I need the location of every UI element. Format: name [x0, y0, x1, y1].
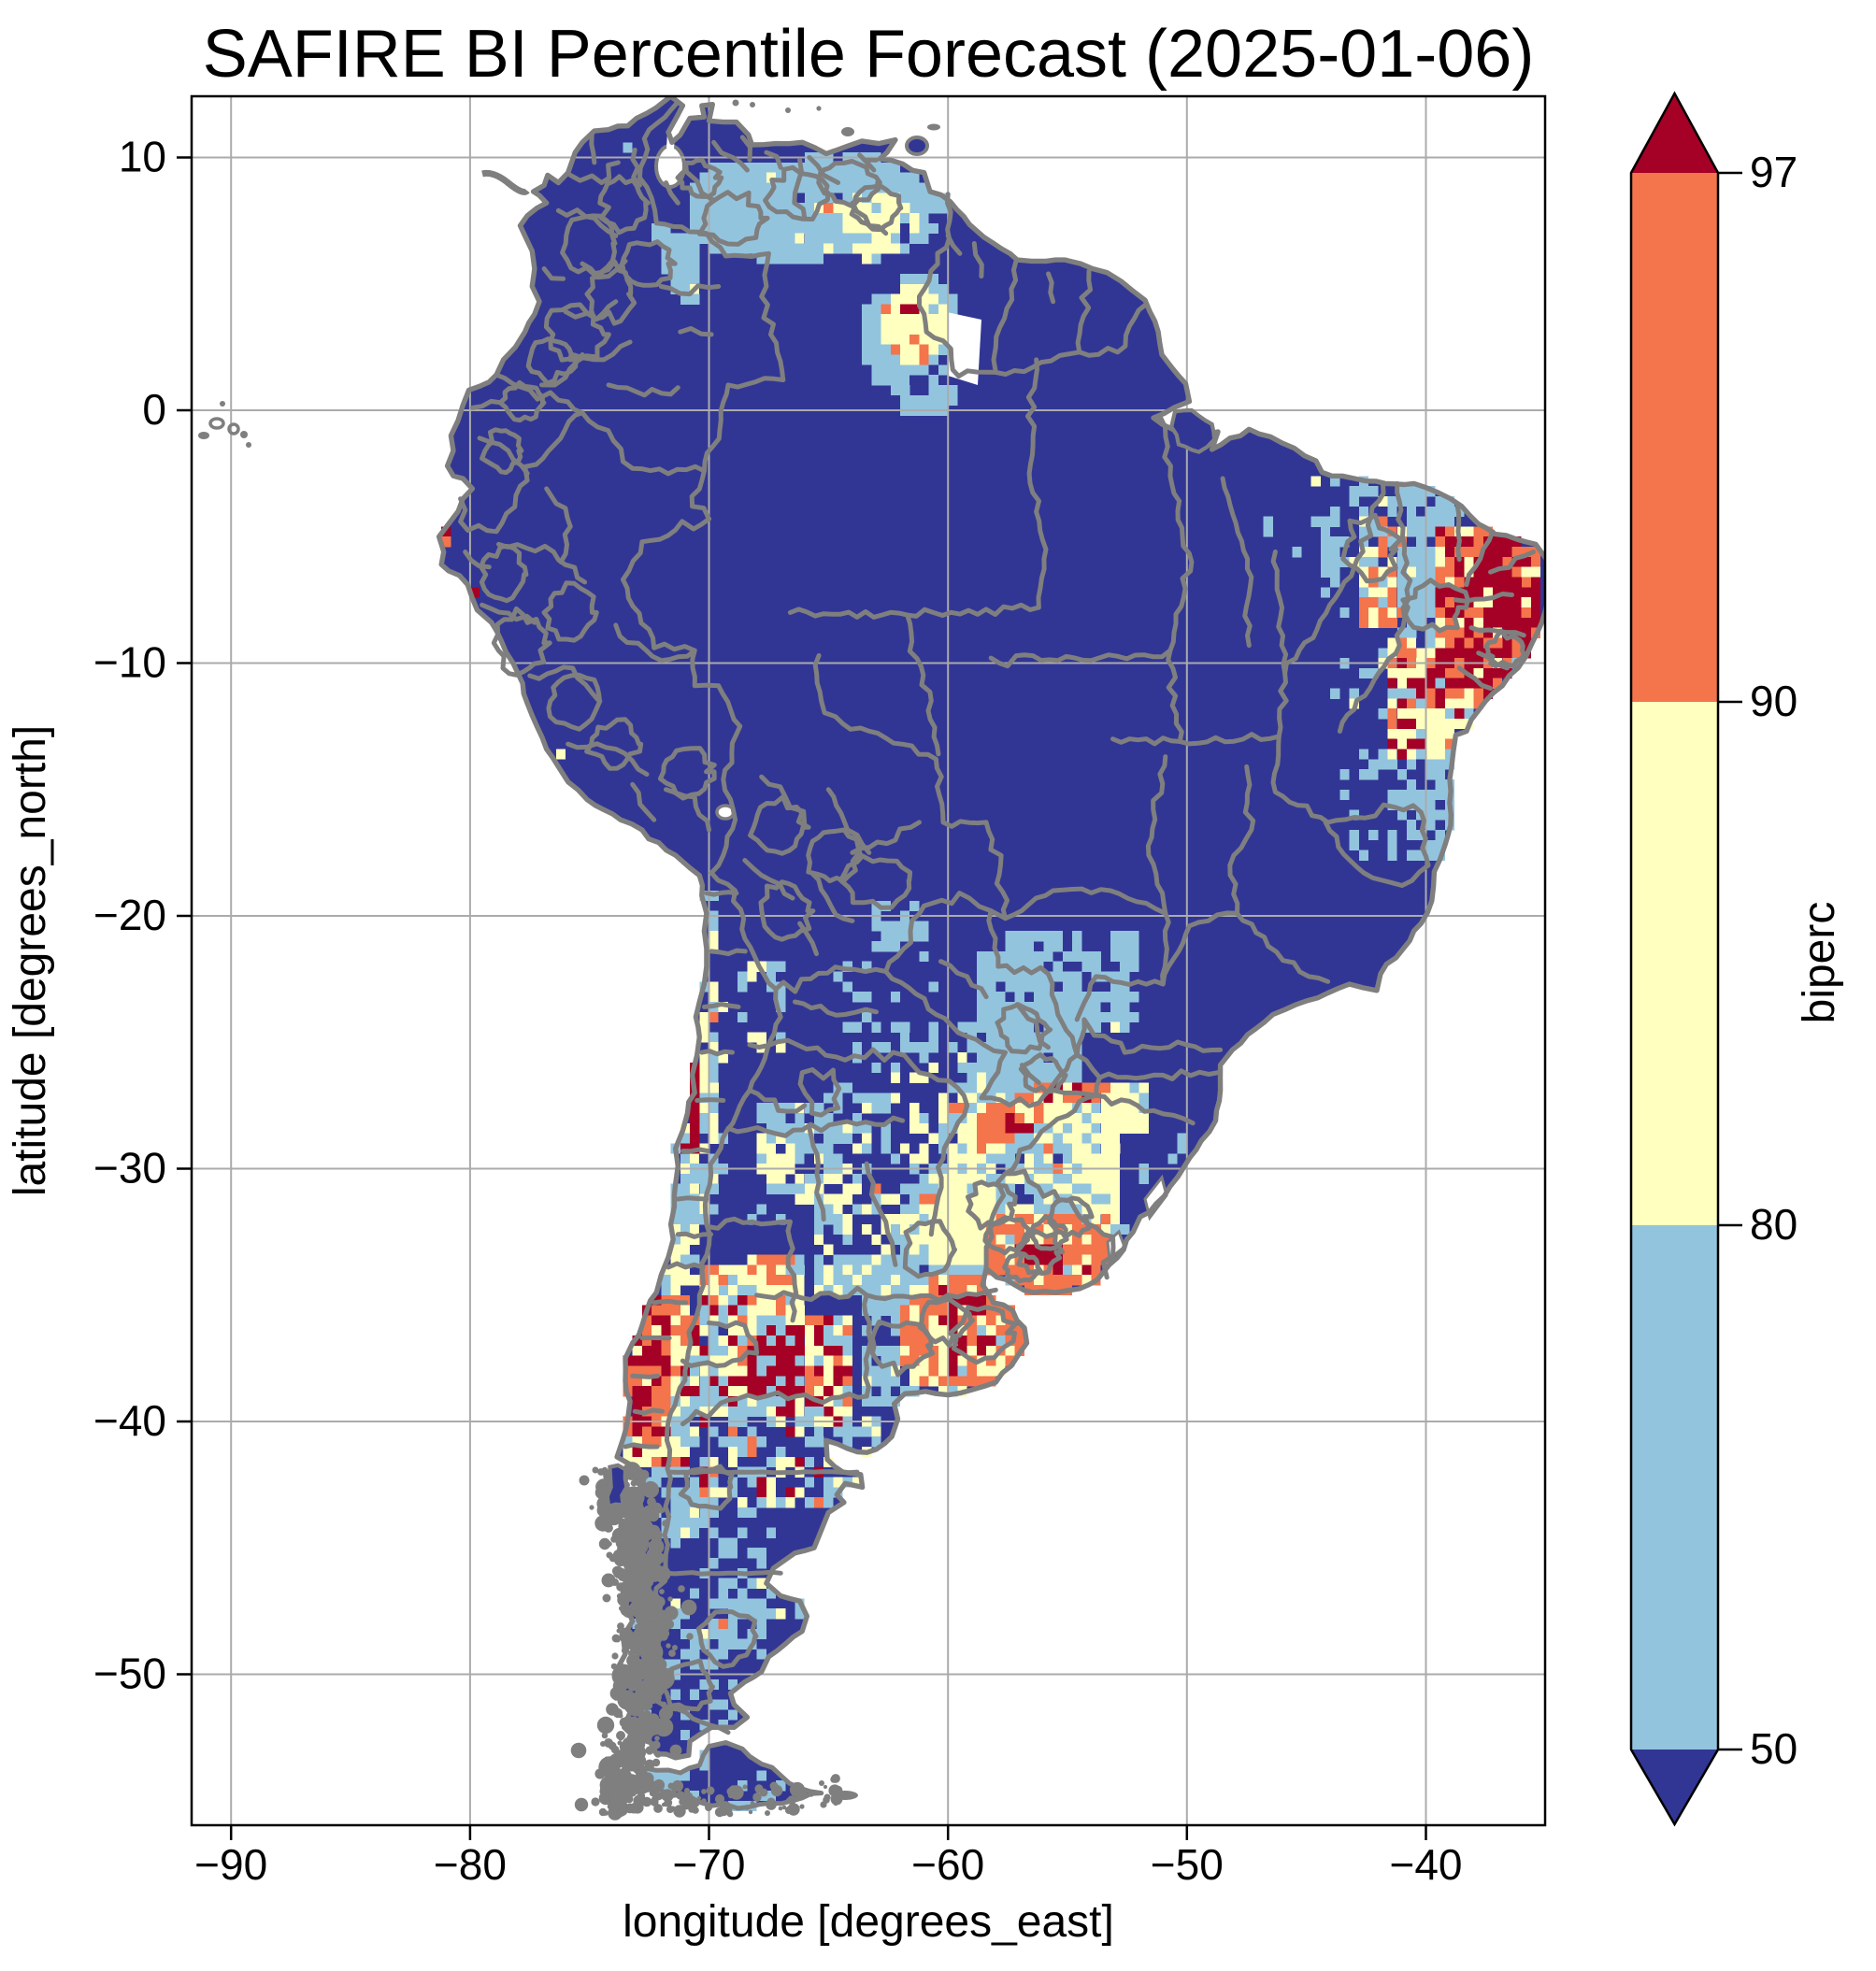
svg-text:−80: −80 — [434, 1840, 507, 1889]
svg-text:−90: −90 — [194, 1840, 267, 1889]
svg-text:−40: −40 — [1389, 1840, 1462, 1889]
svg-text:longitude [degrees_east]: longitude [degrees_east] — [623, 1897, 1114, 1947]
svg-text:−30: −30 — [93, 1144, 166, 1193]
svg-text:−40: −40 — [93, 1396, 166, 1445]
svg-text:−70: −70 — [672, 1840, 745, 1889]
svg-text:90: 90 — [1750, 677, 1797, 725]
svg-text:80: 80 — [1750, 1200, 1797, 1249]
svg-text:97: 97 — [1750, 148, 1797, 196]
svg-text:−50: −50 — [1151, 1840, 1224, 1889]
svg-text:−10: −10 — [93, 638, 166, 687]
svg-text:SAFIRE BI Percentile Forecast: SAFIRE BI Percentile Forecast (2025-01-0… — [203, 17, 1535, 92]
svg-text:10: 10 — [119, 133, 166, 181]
svg-text:0: 0 — [142, 385, 166, 434]
svg-text:−60: −60 — [911, 1840, 984, 1889]
svg-text:−50: −50 — [93, 1650, 166, 1698]
svg-text:latitude [degrees_north]: latitude [degrees_north] — [6, 725, 55, 1196]
svg-text:−20: −20 — [93, 891, 166, 939]
svg-text:50: 50 — [1750, 1724, 1797, 1773]
svg-text:biperc: biperc — [1795, 902, 1844, 1024]
